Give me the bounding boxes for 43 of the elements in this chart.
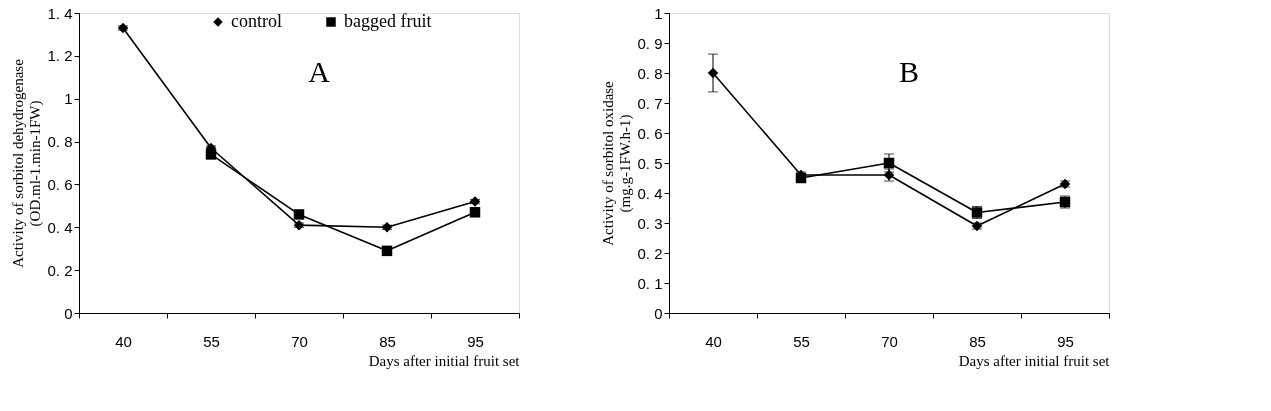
y-tick-label: 0. 2 — [637, 244, 663, 262]
y-axis-title: Activity of sorbitol dehydrogenase (OD.ml-1.min-1FW) — [10, 58, 45, 268]
y-tick-label: 1. 4 — [47, 4, 73, 22]
x-axis-title: Days after initial fruit set — [368, 352, 521, 369]
y-tick-label: 0. 1 — [637, 274, 663, 292]
point — [883, 157, 895, 169]
x-tick-label: 85 — [969, 332, 986, 350]
y-tick-label: 0. 9 — [637, 34, 663, 52]
y-tick-label: 0. 3 — [637, 214, 663, 232]
x-tick-label: 40 — [115, 332, 132, 350]
legend-label: control — [231, 11, 282, 31]
y-tick-label: 0. 4 — [47, 218, 73, 236]
y-tick-label: 0. 6 — [47, 175, 73, 193]
annotation: A — [308, 55, 331, 88]
y-tick-label: 0. 2 — [47, 261, 73, 279]
x-tick-label: 70 — [881, 332, 898, 350]
point — [293, 209, 305, 220]
y-axis-title: Activity of sorbitol oxidase (mg.g-1FW.h-1) — [600, 80, 635, 246]
annotation: B — [898, 55, 920, 88]
point — [469, 207, 481, 218]
y-tick-label: 0. 6 — [637, 124, 663, 142]
y-tick-label: 0 — [654, 304, 663, 322]
x-tick-label: 55 — [203, 332, 220, 350]
y-tick-label: 0. 8 — [47, 133, 73, 151]
x-tick-label: 55 — [793, 332, 810, 350]
x-tick-label: 40 — [705, 332, 722, 350]
y-tick-label: 0. 5 — [637, 154, 663, 172]
y-tick-label: 1 — [64, 90, 73, 108]
legend-label: bagged fruit — [344, 11, 432, 31]
x-axis-title: Days after initial fruit set — [958, 352, 1111, 369]
y-tick-label: 0. 4 — [637, 184, 663, 202]
x-tick-label: 95 — [1057, 332, 1074, 350]
x-tick-label: 85 — [379, 332, 396, 350]
y-tick-label: 1 — [654, 4, 663, 22]
y-tick-label: 0. 7 — [637, 94, 663, 112]
y-tick-label: 0 — [64, 304, 73, 322]
x-tick-label: 95 — [467, 332, 484, 350]
point — [707, 67, 719, 79]
point — [205, 149, 217, 160]
x-tick-label: 70 — [291, 332, 308, 350]
point — [381, 245, 393, 257]
y-tick-label: 1. 2 — [47, 47, 73, 65]
y-tick-label: 0. 8 — [637, 64, 663, 82]
